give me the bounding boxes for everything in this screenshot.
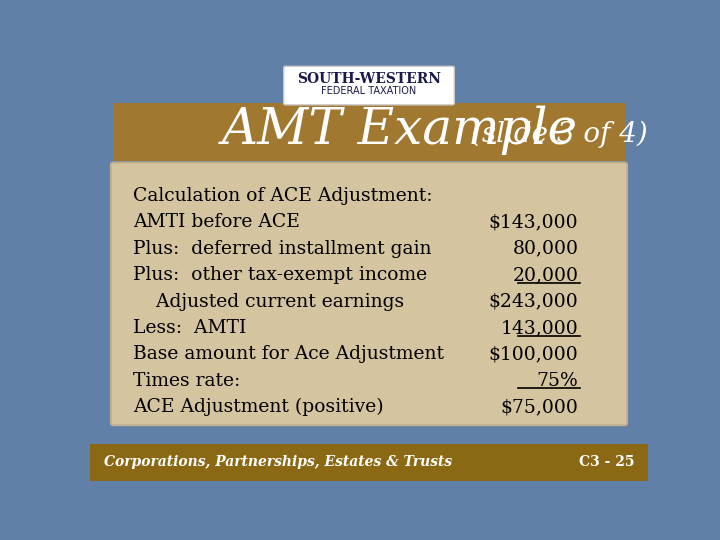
Text: $100,000: $100,000 xyxy=(488,345,578,363)
Text: Adjusted current earnings: Adjusted current earnings xyxy=(144,293,405,310)
Text: Times rate:: Times rate: xyxy=(132,372,240,389)
Bar xyxy=(113,103,625,161)
Text: Plus:  other tax-exempt income: Plus: other tax-exempt income xyxy=(132,266,427,284)
Text: Base amount for Ace Adjustment: Base amount for Ace Adjustment xyxy=(132,345,444,363)
Text: SOUTH-WESTERN: SOUTH-WESTERN xyxy=(297,72,441,86)
Text: 80,000: 80,000 xyxy=(512,240,578,258)
Text: 20,000: 20,000 xyxy=(512,266,578,284)
Text: Corporations, Partnerships, Estates & Trusts: Corporations, Partnerships, Estates & Tr… xyxy=(104,455,452,469)
Text: ACE Adjustment (positive): ACE Adjustment (positive) xyxy=(132,398,383,416)
Text: Calculation of ACE Adjustment:: Calculation of ACE Adjustment: xyxy=(132,187,432,205)
Text: $143,000: $143,000 xyxy=(489,213,578,232)
Text: AMTI before ACE: AMTI before ACE xyxy=(132,213,300,232)
Text: Less:  AMTI: Less: AMTI xyxy=(132,319,246,337)
Text: AMT Example: AMT Example xyxy=(222,105,578,155)
Text: $75,000: $75,000 xyxy=(500,398,578,416)
Text: $243,000: $243,000 xyxy=(488,293,578,310)
Text: C3 - 25: C3 - 25 xyxy=(579,455,634,469)
Text: FEDERAL TAXATION: FEDERAL TAXATION xyxy=(321,86,417,96)
Text: 75%: 75% xyxy=(536,372,578,389)
FancyBboxPatch shape xyxy=(284,66,454,105)
Bar xyxy=(90,444,648,481)
FancyBboxPatch shape xyxy=(111,163,627,425)
Text: (slide 3 of 4): (slide 3 of 4) xyxy=(472,120,648,148)
Text: Plus:  deferred installment gain: Plus: deferred installment gain xyxy=(132,240,431,258)
Text: 143,000: 143,000 xyxy=(500,319,578,337)
